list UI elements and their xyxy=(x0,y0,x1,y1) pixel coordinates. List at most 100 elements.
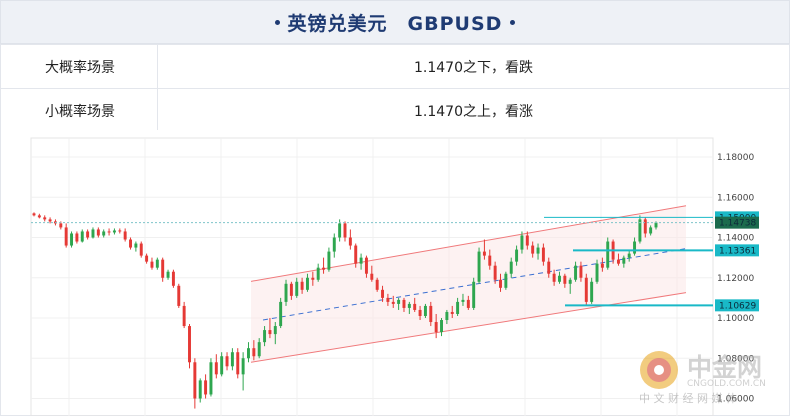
candle xyxy=(263,326,267,347)
candle-body xyxy=(338,223,342,238)
candle-body xyxy=(402,299,406,308)
candle-body xyxy=(525,235,529,246)
candle xyxy=(515,245,519,266)
candle-body xyxy=(568,279,572,284)
candle xyxy=(579,261,583,282)
candle xyxy=(558,271,561,284)
candle xyxy=(354,243,358,268)
candle-body xyxy=(91,229,95,238)
candle xyxy=(64,223,68,248)
candle xyxy=(616,253,620,266)
candle xyxy=(305,273,309,292)
candle xyxy=(520,231,524,254)
candle-body xyxy=(504,273,508,288)
scenario-label: 大概率场景 xyxy=(0,44,158,89)
candle xyxy=(171,269,175,288)
candle-body xyxy=(86,231,90,238)
candle-body xyxy=(123,231,127,240)
candle-body xyxy=(268,330,272,335)
candle xyxy=(600,257,604,272)
candle xyxy=(257,338,261,359)
candle xyxy=(643,217,647,238)
candle-body xyxy=(118,230,122,232)
candle xyxy=(289,281,293,300)
candle-body xyxy=(488,255,492,266)
candle-body xyxy=(37,215,41,218)
candle xyxy=(531,241,535,258)
candle-body xyxy=(482,251,486,256)
candle-body xyxy=(112,230,116,233)
candle xyxy=(590,277,594,304)
candle-body xyxy=(220,356,224,375)
candle xyxy=(236,348,240,379)
candle xyxy=(322,257,326,274)
channel-fill xyxy=(251,205,686,363)
candle xyxy=(440,318,443,337)
candle-body xyxy=(80,231,84,242)
candle-body xyxy=(375,279,379,290)
candle xyxy=(198,378,202,403)
candle-body xyxy=(145,255,149,262)
table-row: 小概率场景 1.1470之上，看涨 xyxy=(0,88,790,133)
candle-body xyxy=(311,277,315,280)
candle-body xyxy=(445,311,449,321)
candle-body xyxy=(305,277,309,290)
candle xyxy=(161,257,165,282)
candle xyxy=(359,253,363,270)
candle xyxy=(472,277,476,310)
y-tick-label: 1.08000 xyxy=(717,354,754,364)
candle-body xyxy=(397,299,401,304)
candle-body xyxy=(461,299,465,302)
watermark-domain: CNGOLD.COM.CN xyxy=(687,379,766,389)
candle xyxy=(541,243,545,266)
candle xyxy=(129,237,132,250)
channel-lower-line xyxy=(250,292,687,363)
candle-body xyxy=(193,362,197,399)
candle xyxy=(188,324,191,369)
candle-body xyxy=(354,245,358,264)
candle-body xyxy=(456,301,460,314)
candle-body xyxy=(198,380,202,399)
candle-body xyxy=(649,227,653,234)
candle xyxy=(86,229,90,240)
candle-body xyxy=(643,219,647,234)
candle-body xyxy=(230,352,234,367)
candle xyxy=(295,277,299,298)
plot-border xyxy=(30,137,714,416)
candle xyxy=(311,271,315,286)
candle-body xyxy=(515,249,519,262)
candle-body xyxy=(590,281,594,302)
candle xyxy=(37,213,41,219)
candle-body xyxy=(182,305,186,327)
price-channel xyxy=(250,205,687,363)
table-row: 大概率场景 1.1470之下，看跌 xyxy=(0,44,790,89)
candle xyxy=(525,231,529,250)
y-tick-label: 1.10000 xyxy=(717,314,754,324)
candle-body xyxy=(188,326,191,363)
candle xyxy=(220,352,224,377)
candle xyxy=(584,273,588,306)
candle-body xyxy=(273,326,277,335)
candle-body xyxy=(622,257,626,264)
brand-logo-icon xyxy=(640,351,678,389)
candles xyxy=(32,212,658,409)
candle xyxy=(230,348,234,371)
candle xyxy=(48,217,52,224)
candle-body xyxy=(171,271,175,286)
candle xyxy=(386,293,390,306)
candle xyxy=(391,295,395,308)
candle xyxy=(75,231,79,244)
candle-body xyxy=(209,362,213,395)
candle xyxy=(536,243,540,260)
candle-body xyxy=(531,245,535,254)
candle xyxy=(193,358,197,409)
candle-body xyxy=(499,279,502,288)
candle xyxy=(627,249,631,262)
candle xyxy=(209,358,213,397)
y-tick-label: 1.12000 xyxy=(717,274,754,284)
candle xyxy=(466,295,470,310)
candle-body xyxy=(563,275,567,284)
candle-body xyxy=(547,261,551,274)
watermark-slogan: 中 文 财 经 网 媒 体 xyxy=(639,391,737,405)
